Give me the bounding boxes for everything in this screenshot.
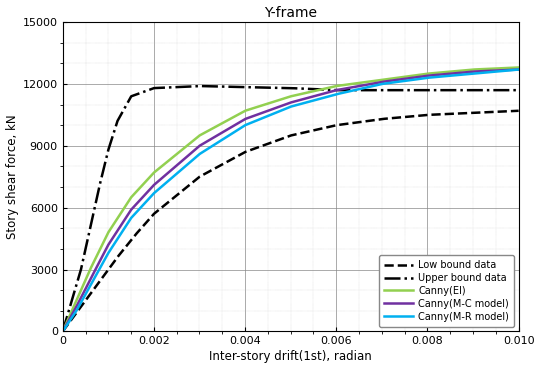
Title: Y-frame: Y-frame xyxy=(264,6,317,20)
Low bound data xyxy=(279,137,285,141)
Canny(M-R model) xyxy=(59,329,66,334)
Upper bound data xyxy=(515,88,522,92)
Canny(EI) xyxy=(59,329,66,334)
Canny(EI) xyxy=(433,70,440,75)
Upper bound data xyxy=(197,84,203,88)
Canny(M-R model) xyxy=(279,108,285,113)
Low bound data xyxy=(433,112,440,117)
Canny(M-C model) xyxy=(331,89,338,93)
Canny(M-C model) xyxy=(59,329,66,334)
Canny(M-C model) xyxy=(276,104,282,109)
Canny(M-C model) xyxy=(306,95,313,100)
Canny(EI) xyxy=(331,84,338,89)
Upper bound data xyxy=(307,87,314,91)
Legend: Low bound data, Upper bound data, Canny(EI), Canny(M-C model), Canny(M-R model): Low bound data, Upper bound data, Canny(… xyxy=(379,255,514,327)
Line: Low bound data: Low bound data xyxy=(63,111,518,331)
Line: Canny(M-C model): Canny(M-C model) xyxy=(63,69,518,331)
Upper bound data xyxy=(277,86,284,90)
Canny(M-R model) xyxy=(515,67,522,72)
Canny(EI) xyxy=(279,97,285,101)
Upper bound data xyxy=(280,86,286,90)
Canny(M-C model) xyxy=(279,103,285,108)
Low bound data xyxy=(515,108,522,113)
Canny(EI) xyxy=(504,66,511,70)
Canny(M-R model) xyxy=(331,93,338,97)
Upper bound data xyxy=(505,88,512,92)
Line: Canny(EI): Canny(EI) xyxy=(63,68,518,331)
X-axis label: Inter-story drift(1st), radian: Inter-story drift(1st), radian xyxy=(210,351,372,363)
Canny(EI) xyxy=(306,90,313,94)
Canny(EI) xyxy=(276,98,282,102)
Canny(M-R model) xyxy=(433,75,440,79)
Line: Canny(M-R model): Canny(M-R model) xyxy=(63,69,518,331)
Canny(EI) xyxy=(515,65,522,70)
Canny(M-C model) xyxy=(515,67,522,72)
Low bound data xyxy=(276,137,282,142)
Low bound data xyxy=(59,329,66,334)
Canny(M-R model) xyxy=(504,68,511,73)
Canny(M-C model) xyxy=(504,68,511,72)
Canny(M-R model) xyxy=(276,109,282,114)
Upper bound data xyxy=(59,329,66,334)
Line: Upper bound data: Upper bound data xyxy=(63,86,518,331)
Canny(M-R model) xyxy=(306,99,313,104)
Upper bound data xyxy=(332,88,338,92)
Y-axis label: Story shear force, kN: Story shear force, kN xyxy=(5,114,18,239)
Low bound data xyxy=(504,109,511,114)
Upper bound data xyxy=(434,88,441,92)
Low bound data xyxy=(331,124,338,128)
Low bound data xyxy=(306,129,313,134)
Canny(M-C model) xyxy=(433,73,440,77)
